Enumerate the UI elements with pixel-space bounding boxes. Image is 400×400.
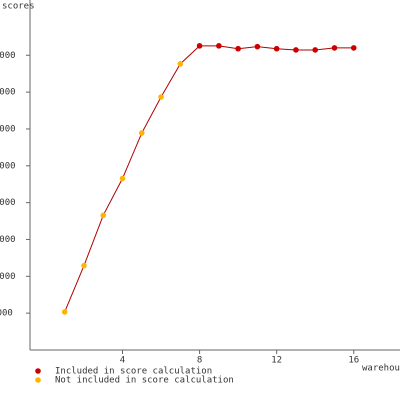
data-point [158,94,164,100]
legend-label: Included in score calculation [55,367,212,377]
data-point [254,43,261,50]
data-point [81,262,87,269]
x-tick-label: 16 [348,356,359,366]
x-tick-label: 4 [120,356,125,366]
data-point [216,43,222,49]
data-point [61,309,68,315]
x-axis-label: warehouses [362,364,400,374]
data-point [235,45,241,52]
y-tick-label: 36000 [0,198,16,208]
score-line [64,45,354,313]
x-tick-label: 12 [271,356,282,366]
data-point [119,175,126,182]
y-tick-label: 9000 [0,309,13,319]
legend-label: Not included in score calculation [55,376,234,386]
legend-marker [35,368,41,374]
data-point [312,47,319,53]
y-tick-label: 27000 [0,235,16,245]
x-tick-label: 8 [197,356,202,366]
data-point [177,61,184,67]
data-point [331,45,338,51]
data-point [350,45,357,51]
data-point [100,212,107,219]
y-tick-label: 63000 [0,88,16,98]
data-point [273,45,280,52]
legend-marker [35,377,41,383]
data-point [293,47,299,53]
y-tick-label: 72000 [0,51,16,61]
y-axis-label: scores [2,2,35,12]
data-point [138,130,145,136]
y-tick-label: 18000 [0,272,16,282]
data-point [196,43,203,49]
y-tick-label: 45000 [0,161,16,171]
y-tick-label: 54000 [0,124,16,134]
